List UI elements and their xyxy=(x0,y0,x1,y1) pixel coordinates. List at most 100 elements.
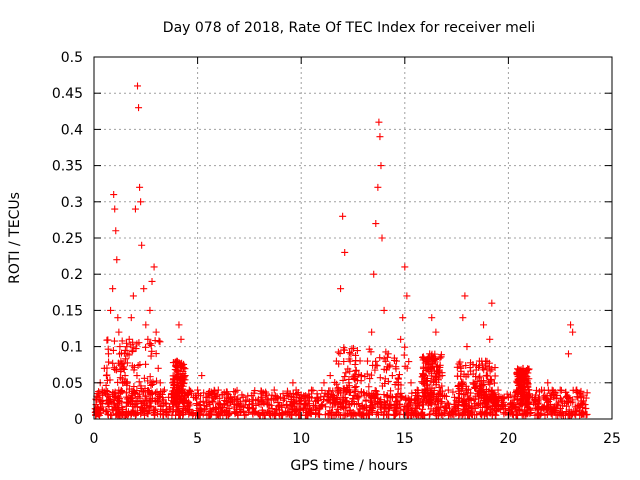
data-point xyxy=(104,411,112,419)
data-point xyxy=(413,386,421,394)
data-point xyxy=(513,386,521,394)
data-point xyxy=(128,362,136,370)
y-tick-label: 0.5 xyxy=(61,50,83,66)
data-point xyxy=(500,393,508,401)
data-point xyxy=(376,374,384,382)
y-axis-label: ROTI / TECUs xyxy=(7,192,23,284)
data-point xyxy=(174,383,182,391)
data-point xyxy=(102,372,110,380)
data-point xyxy=(152,350,160,358)
data-point xyxy=(411,395,419,403)
data-point xyxy=(251,387,259,395)
data-point xyxy=(138,241,146,249)
data-point xyxy=(354,399,362,407)
data-point xyxy=(383,392,391,400)
data-point xyxy=(111,205,119,213)
data-point xyxy=(441,408,449,416)
data-point xyxy=(484,378,492,386)
data-point xyxy=(202,393,210,401)
data-point xyxy=(334,348,342,356)
data-point xyxy=(437,387,445,395)
data-point xyxy=(521,398,529,406)
data-point xyxy=(268,391,276,399)
axis-tick-labels: 0 0.05 0.1 0.15 0.2 0.25 0.3 0.35 0.4 0.45 0.5 0 5 10… xyxy=(52,50,621,447)
data-point xyxy=(173,357,181,365)
data-point xyxy=(271,409,279,417)
data-point xyxy=(489,398,497,406)
data-point xyxy=(147,341,155,349)
data-point xyxy=(432,373,440,381)
data-point xyxy=(428,314,436,322)
data-point xyxy=(322,403,330,411)
data-point xyxy=(117,349,125,357)
data-point xyxy=(564,350,572,358)
data-point xyxy=(395,371,403,379)
data-point xyxy=(155,337,163,345)
data-point xyxy=(525,392,533,400)
data-point xyxy=(521,391,529,399)
data-point xyxy=(214,386,222,394)
data-point xyxy=(382,357,390,365)
data-point xyxy=(148,277,156,285)
data-point xyxy=(484,393,492,401)
data-point xyxy=(517,382,525,390)
data-point xyxy=(462,362,470,370)
data-point xyxy=(419,372,427,380)
data-point xyxy=(524,398,532,406)
data-point xyxy=(491,364,499,372)
data-point xyxy=(106,376,114,384)
data-point xyxy=(428,372,436,380)
data-point xyxy=(156,379,164,387)
data-point xyxy=(385,402,393,410)
data-point xyxy=(279,390,287,398)
data-point xyxy=(435,406,443,414)
data-point xyxy=(339,212,347,220)
data-point xyxy=(177,393,185,401)
data-point xyxy=(133,372,141,380)
data-point xyxy=(223,388,231,396)
data-point xyxy=(342,369,350,377)
data-point xyxy=(376,133,384,141)
data-point xyxy=(339,376,347,384)
data-point xyxy=(380,411,388,419)
data-point xyxy=(365,345,373,353)
data-point xyxy=(556,394,564,402)
data-point xyxy=(469,370,477,378)
data-point xyxy=(144,410,152,418)
data-point xyxy=(151,398,159,406)
data-point xyxy=(102,381,110,389)
data-point xyxy=(451,393,459,401)
data-point xyxy=(520,383,528,391)
data-point xyxy=(509,411,517,419)
data-point xyxy=(275,402,283,410)
data-point xyxy=(280,395,288,403)
data-point xyxy=(156,410,164,418)
data-point xyxy=(368,328,376,336)
data-point xyxy=(137,198,145,206)
data-point xyxy=(352,366,360,374)
data-point xyxy=(244,392,252,400)
data-point xyxy=(198,372,206,380)
data-point xyxy=(475,374,483,382)
x-tick-label: 25 xyxy=(603,431,621,447)
data-point xyxy=(233,386,241,394)
data-point xyxy=(583,389,591,397)
data-point xyxy=(275,410,283,418)
data-point xyxy=(270,396,278,404)
data-point xyxy=(257,398,265,406)
data-point xyxy=(344,365,352,373)
data-point xyxy=(388,372,396,380)
data-point xyxy=(387,387,395,395)
data-point xyxy=(276,393,284,401)
data-point xyxy=(433,411,441,419)
y-tick-label: 0.15 xyxy=(52,303,83,319)
data-point xyxy=(195,404,203,412)
data-point xyxy=(227,393,235,401)
data-point xyxy=(478,381,486,389)
data-point xyxy=(135,339,143,347)
data-point xyxy=(314,410,322,418)
data-point xyxy=(94,393,102,401)
data-point xyxy=(312,402,320,410)
data-point xyxy=(92,411,100,419)
